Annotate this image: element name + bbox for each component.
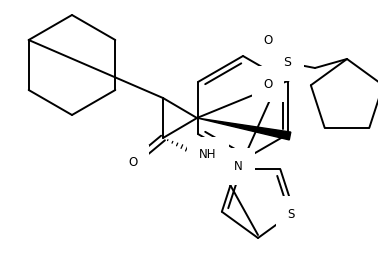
- Text: NH: NH: [199, 149, 217, 161]
- Text: N: N: [234, 160, 243, 173]
- Text: O: O: [263, 78, 273, 90]
- Text: S: S: [283, 56, 291, 68]
- Text: O: O: [129, 156, 138, 170]
- Text: S: S: [287, 208, 295, 221]
- Polygon shape: [197, 118, 291, 140]
- Text: O: O: [263, 34, 273, 46]
